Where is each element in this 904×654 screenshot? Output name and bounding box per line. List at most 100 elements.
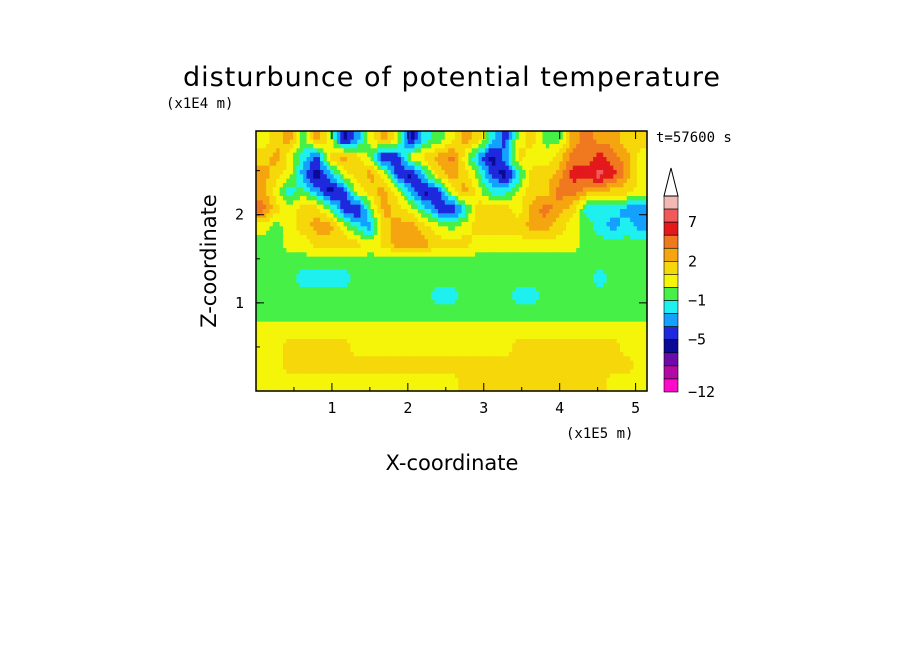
- contour-cell: [347, 226, 351, 232]
- contour-cell: [347, 243, 351, 249]
- contour-cell: [640, 291, 645, 297]
- contour-cell: [582, 204, 587, 210]
- contour-cell: [636, 178, 641, 184]
- contour-cell: [434, 313, 439, 318]
- contour-cell: [566, 196, 571, 201]
- contour-cell: [441, 187, 446, 193]
- contour-cell: [444, 165, 449, 171]
- contour-cell: [390, 144, 395, 149]
- contour-cell: [640, 282, 645, 288]
- contour-cell: [373, 139, 378, 145]
- contour-cell: [357, 308, 362, 314]
- contour-cell: [438, 269, 442, 275]
- contour-cell: [596, 295, 601, 301]
- contour-cell: [363, 191, 368, 197]
- contour-cell: [596, 226, 601, 232]
- contour-cell: [400, 261, 405, 266]
- contour-cell: [481, 139, 486, 145]
- contour-cell: [373, 170, 378, 175]
- contour-cell: [448, 178, 453, 184]
- contour-cell: [370, 269, 375, 275]
- contour-cell: [367, 161, 372, 167]
- contour-cell: [636, 165, 641, 171]
- contour-cell: [454, 152, 459, 158]
- contour-cell: [620, 135, 625, 141]
- contour-cell: [266, 256, 271, 262]
- contour-cell: [424, 278, 429, 284]
- contour-cell: [293, 165, 298, 171]
- contour-cell: [451, 269, 456, 275]
- contour-cell: [468, 187, 473, 193]
- contour-cell: [390, 261, 395, 266]
- contour-cell: [522, 148, 527, 154]
- contour-cell: [630, 157, 635, 162]
- contour-cell: [309, 174, 314, 180]
- contour-cell: [609, 144, 614, 149]
- contour-cell: [299, 157, 304, 162]
- contour-cell: [276, 170, 281, 175]
- contour-cell: [481, 174, 486, 180]
- contour-cell: [326, 239, 331, 245]
- contour-cell: [586, 200, 591, 206]
- contour-cell: [555, 178, 560, 184]
- contour-cell: [508, 217, 513, 223]
- contour-cell: [481, 295, 486, 301]
- contour-cell: [293, 261, 298, 266]
- contour-cell: [444, 213, 449, 219]
- contour-cell: [373, 217, 378, 223]
- contour-cell: [552, 183, 557, 188]
- contour-cell: [525, 278, 530, 284]
- contour-cell: [431, 148, 436, 154]
- contour-cell: [404, 287, 409, 292]
- contour-cell: [542, 161, 547, 167]
- contour-cell: [532, 269, 537, 275]
- contour-cell: [603, 278, 608, 284]
- contour-cell: [603, 239, 608, 245]
- contour-cell: [555, 157, 560, 162]
- contour-cell: [532, 152, 537, 158]
- contour-cell: [562, 256, 567, 262]
- contour-cell: [505, 243, 510, 249]
- contour-cell: [522, 282, 527, 288]
- contour-cell: [340, 252, 345, 258]
- contour-cell: [333, 196, 338, 201]
- contour-cell: [539, 287, 544, 292]
- contour-cell: [407, 152, 412, 158]
- contour-cell: [512, 243, 517, 249]
- contour-cell: [444, 174, 449, 180]
- contour-cell: [586, 313, 591, 318]
- contour-cell: [485, 144, 490, 149]
- contour-cell: [454, 196, 459, 201]
- contour-cell: [384, 313, 389, 318]
- contour-cell: [289, 308, 294, 314]
- contour-cell: [293, 183, 298, 188]
- contour-cell: [390, 278, 395, 284]
- contour-cell: [286, 135, 291, 141]
- contour-cell: [572, 304, 577, 310]
- contour-cell: [316, 282, 321, 288]
- contour-cell: [330, 174, 335, 180]
- contour-cell: [330, 139, 335, 145]
- contour-cell: [384, 256, 389, 262]
- contour-cell: [407, 161, 412, 167]
- contour-cell: [347, 157, 351, 162]
- contour-cell: [582, 278, 587, 284]
- contour-cell: [380, 304, 385, 310]
- contour-cell: [424, 139, 429, 145]
- contour-cell: [488, 308, 493, 314]
- contour-cell: [488, 165, 493, 171]
- contour-cell: [394, 131, 399, 136]
- contour-cell: [569, 235, 574, 240]
- contour-cell: [360, 226, 365, 232]
- contour-cell: [303, 187, 308, 193]
- contour-cell: [347, 313, 351, 318]
- contour-cell: [458, 226, 463, 232]
- contour-cell: [350, 282, 355, 288]
- contour-cell: [502, 308, 507, 314]
- contour-cell: [471, 209, 476, 214]
- contour-cell: [475, 291, 480, 297]
- contour-cell: [282, 148, 287, 154]
- contour-cell: [566, 274, 571, 279]
- contour-cell: [306, 300, 311, 305]
- contour-cell: [532, 230, 537, 236]
